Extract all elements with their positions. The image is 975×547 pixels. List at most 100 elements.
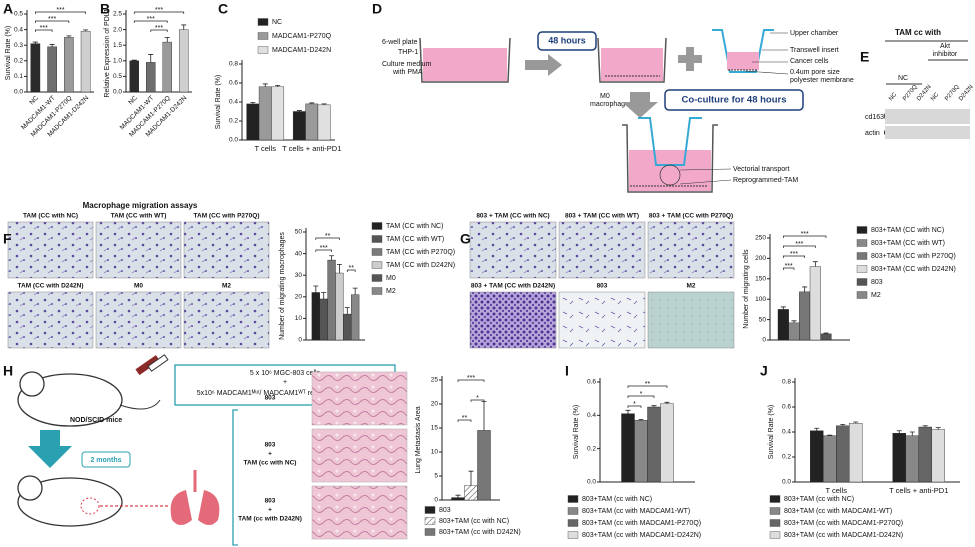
micrograph bbox=[469, 221, 557, 279]
legend-swatch bbox=[769, 495, 781, 503]
legend-label: 803+TAM (cc with MADCAM1-WT) bbox=[582, 508, 690, 515]
error-bar bbox=[922, 425, 928, 427]
chart: 0.0 0.2 0.4 0.6 0.8 Survival Rate (%) T cells T… bbox=[215, 18, 341, 153]
y-tick-label: 150 bbox=[755, 276, 766, 283]
panel-label: B bbox=[100, 1, 110, 17]
error-bar bbox=[49, 44, 55, 47]
dose: + bbox=[283, 379, 287, 386]
bar bbox=[146, 62, 156, 93]
y-tick-label: 0.4 bbox=[14, 26, 23, 33]
legend-label: 803 bbox=[871, 279, 883, 286]
panel-label: E bbox=[860, 49, 869, 65]
legend-swatch bbox=[856, 265, 868, 273]
bar bbox=[271, 86, 285, 141]
y-tick-label: 0.5 bbox=[113, 73, 122, 80]
y-tick-label: 0.2 bbox=[14, 58, 23, 65]
legend-label: 803+TAM (CC with WT) bbox=[871, 240, 945, 247]
group-label: + bbox=[268, 507, 272, 514]
bar bbox=[634, 420, 648, 483]
error-bar bbox=[625, 409, 631, 414]
legend-swatch bbox=[856, 252, 868, 260]
x-tick-label: NC bbox=[28, 94, 40, 106]
error-bar bbox=[131, 59, 137, 61]
micrograph-label: TAM (CC with D242N) bbox=[18, 283, 84, 290]
significance-bracket bbox=[133, 20, 168, 23]
micrograph-label: 803 + TAM (CC with P270Q) bbox=[649, 213, 733, 220]
group-label: TAM (cc with NC) bbox=[244, 460, 297, 467]
y-axis-label: Relative Expression of PDL1 bbox=[104, 8, 111, 97]
legend-swatch bbox=[856, 291, 868, 299]
medium bbox=[423, 48, 507, 81]
error-bar bbox=[802, 286, 808, 292]
micrograph-label: M0 bbox=[134, 283, 143, 290]
bar bbox=[892, 433, 906, 483]
legend-swatch bbox=[567, 519, 579, 527]
legend-swatch bbox=[567, 495, 579, 503]
error-bar bbox=[329, 255, 335, 261]
x-tick-label: T cells + anti-PD1 bbox=[889, 486, 948, 495]
micrograph-label: 803 bbox=[597, 283, 608, 290]
significance: *** bbox=[56, 7, 64, 14]
label: 0.4um pore size bbox=[790, 69, 840, 76]
y-tick-label: 0.6 bbox=[782, 404, 791, 411]
y-tick-label: 20 bbox=[431, 401, 439, 408]
micrograph bbox=[647, 221, 735, 279]
micrograph bbox=[95, 221, 182, 279]
panel-label: I bbox=[565, 363, 569, 379]
arrow bbox=[622, 92, 658, 118]
legend-label: 803+TAM (cc with MADCAM1-D242N) bbox=[784, 532, 903, 539]
lane-label: NC bbox=[930, 91, 941, 102]
group-label: 803 bbox=[265, 442, 276, 449]
y-tick-label: 10 bbox=[431, 449, 439, 456]
legend-label: 803+TAM (cc with MADCAM1-P270Q) bbox=[784, 520, 903, 527]
error-bar bbox=[935, 427, 941, 430]
step-box bbox=[664, 89, 804, 111]
significance: *** bbox=[467, 375, 475, 382]
significance-bracket bbox=[315, 249, 332, 252]
legend-swatch bbox=[769, 531, 781, 539]
dose: 5 x 10⁶ MGC-803 cells bbox=[250, 370, 321, 377]
legend-label: MADCAM1-D242N bbox=[272, 47, 331, 54]
panel-label: J bbox=[760, 363, 768, 379]
y-axis-label: Number of migrating macrophages bbox=[279, 232, 286, 340]
chart: 0 50 100 150 200 250 Number of migrating cells… bbox=[743, 226, 956, 344]
error-bar bbox=[664, 401, 670, 404]
legend-swatch bbox=[257, 32, 269, 40]
legend-swatch bbox=[257, 18, 269, 26]
label: Cancer cells bbox=[790, 58, 829, 65]
error-bar bbox=[32, 41, 38, 44]
significance-bracket bbox=[627, 385, 668, 388]
error-bar bbox=[840, 424, 846, 426]
micrograph bbox=[558, 291, 646, 349]
bar bbox=[464, 485, 478, 501]
micrograph-label: 803 + TAM (CC with NC) bbox=[476, 213, 549, 220]
significance: ** bbox=[462, 415, 468, 422]
significance-bracket bbox=[627, 395, 655, 398]
y-tick-label: 0 bbox=[298, 337, 302, 344]
legend-swatch bbox=[856, 278, 868, 286]
label: 6-well plate bbox=[382, 39, 418, 46]
panel-label: C bbox=[218, 1, 228, 17]
legend-swatch bbox=[371, 287, 383, 295]
bar bbox=[788, 322, 800, 341]
panel-label: F bbox=[3, 231, 12, 247]
label: M0 bbox=[600, 93, 610, 100]
legend-swatch bbox=[424, 528, 436, 536]
legend-swatch bbox=[371, 261, 383, 269]
legend-swatch bbox=[257, 46, 269, 54]
bar bbox=[305, 103, 319, 141]
legend-swatch bbox=[856, 226, 868, 234]
error-bar bbox=[296, 110, 302, 112]
micrograph-label: 803 + TAM (CC with D242N) bbox=[471, 283, 555, 290]
error-bar bbox=[66, 35, 72, 38]
error-bar bbox=[827, 434, 833, 436]
y-tick-label: 0.5 bbox=[14, 11, 23, 18]
legend-swatch bbox=[371, 248, 383, 256]
micrograph bbox=[7, 291, 94, 349]
bar bbox=[319, 298, 328, 341]
error-bar bbox=[83, 29, 89, 32]
label: THP-1 bbox=[398, 49, 418, 56]
micrograph bbox=[311, 485, 408, 540]
bar bbox=[64, 37, 74, 93]
